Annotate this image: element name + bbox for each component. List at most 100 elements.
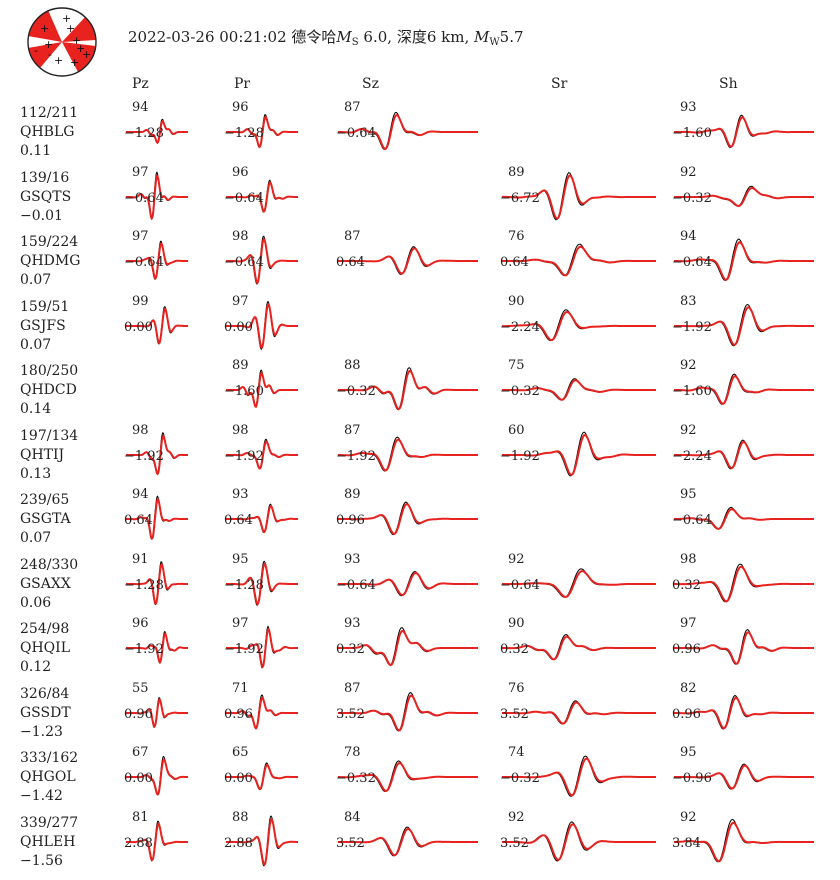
waveform-plot bbox=[226, 503, 298, 534]
synthetic-waveform bbox=[226, 115, 298, 149]
station-shift: 0.07 bbox=[20, 336, 52, 353]
waveform-plot bbox=[502, 755, 656, 797]
station-az-dist: 139/16 bbox=[20, 169, 70, 186]
time-shift: 0.96 bbox=[224, 706, 253, 722]
station-label: 197/134 QHTIJ 0.13 bbox=[20, 427, 78, 484]
station-shift: −1.23 bbox=[20, 723, 63, 740]
time-shift: 3.52 bbox=[500, 706, 529, 722]
synthetic-waveform bbox=[226, 439, 298, 469]
synthetic-waveform bbox=[674, 696, 814, 729]
correlation-coefficient: 81 bbox=[132, 809, 149, 825]
synthetic-waveform bbox=[126, 120, 188, 144]
synthetic-waveform bbox=[338, 114, 478, 150]
correlation-coefficient: 84 bbox=[344, 809, 361, 825]
synthetic-waveform bbox=[338, 438, 478, 471]
waveform-cell-pz: 81 2.88 bbox=[118, 810, 200, 872]
waveform-cell-sr: 74 −0.32 bbox=[494, 745, 668, 807]
station-az-dist: 248/330 bbox=[20, 556, 79, 573]
time-shift: 2.88 bbox=[224, 835, 253, 851]
waveform-cell-sr: 60 −1.92 bbox=[494, 423, 668, 485]
synthetic-waveform bbox=[338, 571, 478, 596]
waveform-plot bbox=[338, 627, 478, 667]
correlation-coefficient: 90 bbox=[508, 293, 525, 309]
station-shift: 0.07 bbox=[20, 530, 52, 546]
station-name: QHLEH bbox=[20, 833, 76, 850]
synthetic-waveform bbox=[126, 758, 188, 796]
correlation-coefficient: 97 bbox=[132, 164, 149, 180]
time-shift: −6.72 bbox=[500, 190, 540, 206]
station-label: 159/224 QHDMG 0.07 bbox=[20, 233, 80, 290]
correlation-coefficient: 97 bbox=[132, 229, 149, 244]
waveform-plot bbox=[502, 820, 656, 862]
station-name: QHGOL bbox=[20, 769, 76, 785]
waveform-cell-sr: 75 −0.32 bbox=[494, 358, 668, 420]
synthetic-waveform bbox=[226, 562, 298, 605]
time-shift: 3.52 bbox=[500, 835, 529, 851]
waveform-plot bbox=[338, 501, 478, 536]
waveform-cell-pr: 96 −0.64 bbox=[218, 165, 310, 227]
component-header-pz: Pz bbox=[132, 76, 149, 92]
component-header-sr: Sr bbox=[551, 76, 568, 92]
waveform-plot bbox=[674, 238, 814, 282]
waveform-plot bbox=[226, 113, 298, 149]
time-shift: 0.96 bbox=[336, 513, 365, 528]
synthetic-waveform bbox=[338, 629, 478, 667]
station-shift: 0.06 bbox=[20, 594, 52, 611]
correlation-coefficient: 98 bbox=[132, 422, 149, 438]
correlation-coefficient: 94 bbox=[132, 487, 149, 502]
synthetic-waveform bbox=[226, 237, 298, 285]
waveform-plot bbox=[674, 185, 814, 207]
synthetic-waveform bbox=[338, 247, 478, 275]
synthetic-waveform bbox=[126, 697, 188, 728]
waveform-plot bbox=[226, 560, 298, 606]
correlation-coefficient: 98 bbox=[232, 229, 249, 244]
waveform-cell-pz: 98 −1.92 bbox=[118, 423, 200, 485]
time-shift: 0.00 bbox=[124, 319, 153, 335]
waveform-cell-pz: 67 0.00 bbox=[118, 745, 200, 807]
time-shift: −1.60 bbox=[224, 384, 264, 399]
correlation-coefficient: 95 bbox=[232, 551, 249, 567]
waveform-plot bbox=[226, 179, 298, 213]
waveform-cell-pz: 94 −1.28 bbox=[118, 100, 200, 162]
waveform-plot bbox=[502, 378, 656, 401]
synthetic-waveform bbox=[674, 440, 814, 469]
time-shift: −0.96 bbox=[672, 771, 712, 786]
correlation-coefficient: 87 bbox=[344, 229, 361, 244]
station-label: 180/250 QHDCD 0.14 bbox=[20, 362, 78, 419]
station-az-dist: 326/84 bbox=[20, 685, 70, 702]
svg-text:+: + bbox=[72, 34, 81, 47]
synthetic-waveform bbox=[338, 827, 478, 856]
waveform-cell-sh: 93 −1.60 bbox=[666, 100, 826, 162]
synthetic-waveform bbox=[126, 498, 188, 540]
correlation-coefficient: 96 bbox=[132, 616, 149, 631]
synthetic-waveform bbox=[126, 562, 188, 605]
waveform-cell-pr: 98 −1.92 bbox=[218, 423, 310, 485]
waveform-cell-sr: 89 −6.72 bbox=[494, 165, 668, 227]
station-label: 139/16 GSQTS −0.01 bbox=[20, 169, 71, 226]
correlation-coefficient: 88 bbox=[344, 358, 361, 373]
synthetic-waveform bbox=[226, 627, 298, 669]
waveform-plot bbox=[126, 630, 188, 664]
waveform-cell-pz: 91 −1.28 bbox=[118, 552, 200, 614]
correlation-coefficient: 87 bbox=[344, 100, 361, 115]
time-shift: −1.28 bbox=[224, 577, 264, 593]
correlation-coefficient: 89 bbox=[232, 358, 249, 373]
station-name: GSQTS bbox=[20, 188, 72, 205]
synthetic-waveform bbox=[226, 817, 298, 866]
svg-text:-: - bbox=[48, 48, 52, 61]
correlation-coefficient: 89 bbox=[508, 164, 525, 180]
waveform-cell-sh: 92 −2.24 bbox=[666, 423, 826, 485]
synthetic-waveform bbox=[502, 757, 656, 797]
waveform-plot bbox=[226, 625, 298, 669]
synthetic-waveform bbox=[338, 762, 478, 793]
station-name: QHBLG bbox=[20, 124, 75, 140]
waveform-cell-pr: 65 0.00 bbox=[218, 745, 310, 807]
synthetic-waveform bbox=[502, 635, 656, 661]
waveform-plot bbox=[338, 570, 478, 596]
correlation-coefficient: 55 bbox=[132, 680, 149, 696]
waveform-plot bbox=[674, 763, 814, 790]
waveform-plot bbox=[338, 436, 478, 472]
waveform-cell-sh: 95 −0.64 bbox=[666, 487, 826, 549]
time-shift: 0.96 bbox=[672, 706, 701, 722]
time-shift: −2.24 bbox=[500, 319, 540, 335]
